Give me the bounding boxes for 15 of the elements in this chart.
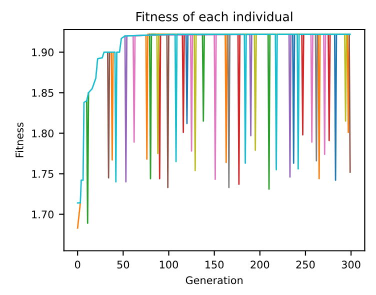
- y-tick-label: 1.75: [32, 170, 54, 178]
- y-tick-label: 1.90: [32, 48, 54, 56]
- x-tick-label: 150: [206, 260, 224, 269]
- y-tick-label: 1.70: [32, 210, 54, 218]
- x-tick-label: 200: [250, 260, 270, 269]
- x-tick-label: 50: [117, 260, 130, 269]
- y-axis-title: Fitness: [15, 122, 24, 158]
- x-axis-title: Generation: [186, 276, 242, 284]
- chart-title: Fitness of each individual: [136, 12, 292, 22]
- y-tick-label: 1.85: [32, 88, 54, 97]
- x-tick-label: 250: [296, 260, 315, 269]
- x-tick-label: 0: [74, 260, 80, 269]
- x-tick-label: 300: [342, 260, 360, 269]
- x-tick-label: 100: [160, 260, 178, 269]
- y-tick-label: 1.80: [32, 129, 54, 138]
